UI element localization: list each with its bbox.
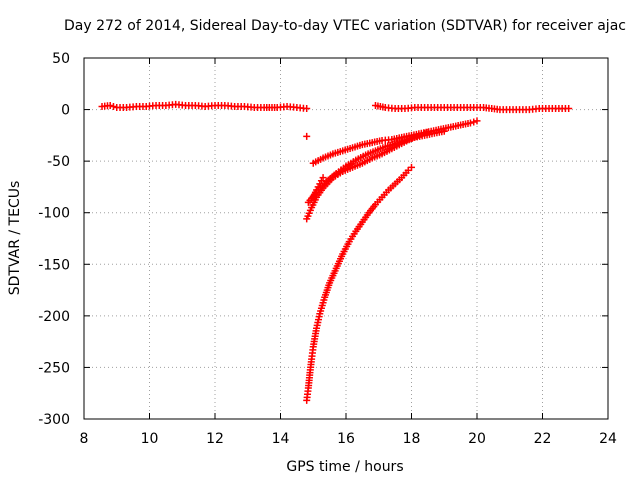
- y-axis-label: SDTVAR / TECUs: [7, 181, 23, 296]
- tick-labels: 8 10 12 14 16 18 20 22 24 50 0 -50 -100 -150 -200 -250 -…: [38, 51, 617, 447]
- y-tick-label: -150: [38, 257, 70, 273]
- data-point: [303, 105, 311, 113]
- data-point-fill: [470, 118, 478, 126]
- data-point: [473, 117, 481, 125]
- data-point: [404, 166, 412, 174]
- x-tick-label: 8: [80, 431, 89, 447]
- data-point: [565, 105, 573, 113]
- x-tick-label: 18: [403, 431, 421, 447]
- data-point: [440, 127, 448, 135]
- data-points: [98, 100, 573, 404]
- x-tick-label: 22: [534, 431, 552, 447]
- x-tick-label: 16: [337, 431, 355, 447]
- x-tick-label: 12: [206, 431, 224, 447]
- axis-ticks: [83, 57, 609, 420]
- y-tick-label: -100: [38, 206, 70, 222]
- y-tick-label: 0: [61, 103, 70, 119]
- data-point: [106, 101, 114, 109]
- x-tick-label: 10: [141, 431, 159, 447]
- data-point-fill: [421, 129, 429, 137]
- data-point: [303, 132, 311, 140]
- x-axis-label: GPS time / hours: [286, 459, 403, 475]
- data-point: [424, 128, 432, 136]
- data-point: [466, 119, 474, 127]
- y-tick-label: -200: [38, 309, 70, 325]
- y-tick-label: -250: [38, 360, 70, 376]
- data-point: [408, 163, 415, 171]
- y-tick-label: -300: [38, 412, 70, 428]
- x-tick-label: 14: [272, 431, 290, 447]
- data-point: [417, 130, 425, 138]
- y-tick-label: 50: [52, 51, 70, 67]
- y-tick-label: -50: [47, 154, 70, 170]
- x-tick-label: 20: [468, 431, 486, 447]
- chart-title: Day 272 of 2014, Sidereal Day-to-day VTE…: [64, 18, 626, 34]
- data-point-fill: [109, 102, 117, 110]
- data-point: [319, 174, 327, 182]
- x-tick-label: 24: [599, 431, 617, 447]
